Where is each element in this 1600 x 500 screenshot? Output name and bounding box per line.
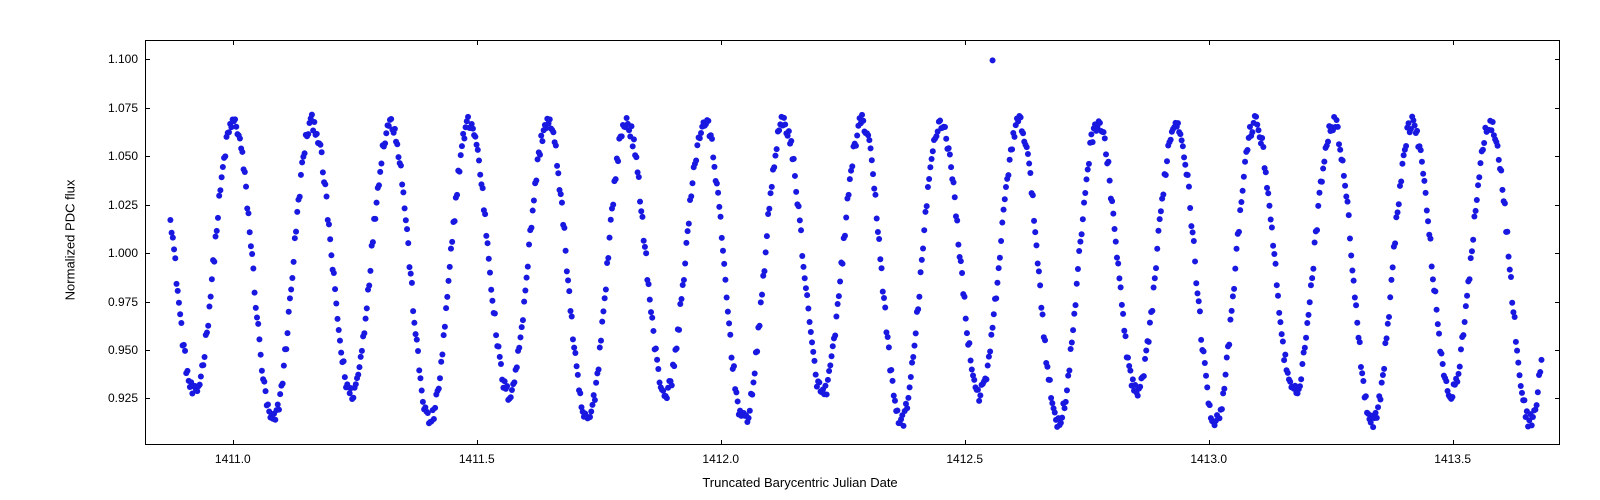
xtick-label: 1413.5 xyxy=(1434,452,1471,466)
scatter-points xyxy=(146,41,1559,444)
ytick-label: 1.025 xyxy=(108,198,138,212)
ytick-label: 1.000 xyxy=(108,246,138,260)
xtick-label: 1411.0 xyxy=(215,452,251,466)
xtick-label: 1411.5 xyxy=(459,452,495,466)
y-axis-label: Normalized PDC flux xyxy=(63,180,78,301)
ytick-label: 1.075 xyxy=(108,101,138,115)
ytick-label: 0.950 xyxy=(108,343,138,357)
xtick-label: 1412.0 xyxy=(702,452,739,466)
xtick-label: 1413.0 xyxy=(1190,452,1227,466)
xtick-label: 1412.5 xyxy=(946,452,983,466)
ytick-label: 1.100 xyxy=(108,52,138,66)
ytick-label: 1.050 xyxy=(108,149,138,163)
x-axis-label: Truncated Barycentric Julian Date xyxy=(702,475,897,490)
ytick-label: 0.925 xyxy=(108,391,138,405)
chart-container xyxy=(145,40,1560,445)
ytick-label: 0.975 xyxy=(108,295,138,309)
plot-area xyxy=(145,40,1560,445)
